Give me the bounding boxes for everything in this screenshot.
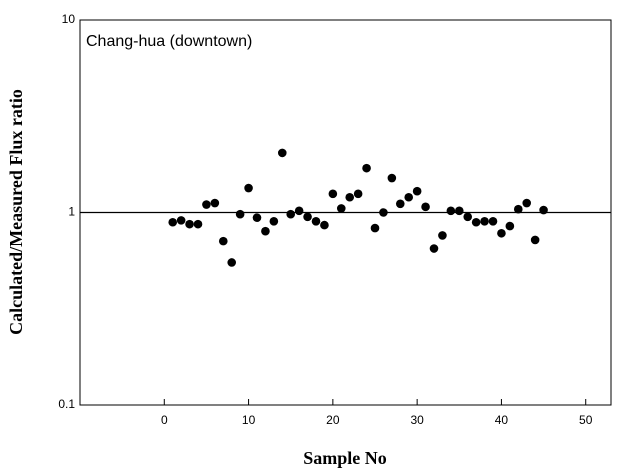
point	[168, 217, 178, 227]
y-tick-label: 10	[62, 12, 76, 26]
x-tick-label: 0	[161, 413, 168, 427]
point	[353, 189, 363, 199]
point	[362, 163, 371, 173]
y-tick-label: 0.1	[58, 397, 75, 411]
point	[185, 219, 194, 229]
point	[303, 212, 312, 222]
point	[379, 208, 388, 217]
point	[244, 183, 253, 193]
point	[269, 217, 279, 226]
point	[311, 217, 321, 226]
point	[513, 204, 523, 214]
point	[294, 206, 304, 216]
point	[471, 217, 481, 227]
point	[252, 213, 262, 222]
point	[395, 199, 405, 209]
point	[446, 206, 456, 216]
x-tick-label: 30	[410, 413, 424, 427]
point	[387, 173, 397, 183]
point	[176, 216, 186, 225]
point	[488, 217, 498, 226]
point	[345, 192, 355, 202]
x-axis-title: Sample No	[303, 448, 387, 468]
point	[210, 198, 220, 208]
y-axis-title: Calculated/Measured Flux ratio	[6, 89, 26, 335]
point	[463, 212, 473, 222]
point	[370, 223, 380, 233]
point	[286, 209, 296, 219]
point	[480, 217, 489, 226]
x-tick-label: 40	[495, 413, 509, 427]
x-tick-label: 10	[242, 413, 256, 427]
point	[202, 200, 211, 209]
point	[522, 198, 532, 208]
point	[530, 235, 540, 245]
point	[320, 220, 329, 230]
point	[497, 228, 506, 238]
point	[235, 209, 245, 219]
point	[404, 192, 414, 202]
point	[429, 244, 439, 253]
point	[193, 219, 203, 229]
point	[328, 189, 338, 199]
annotation: Chang-hua (downtown)	[86, 33, 252, 50]
point	[539, 205, 548, 215]
point	[336, 204, 346, 213]
point	[261, 226, 270, 236]
point	[421, 202, 430, 212]
point	[412, 186, 422, 196]
x-tick-label: 20	[326, 413, 340, 427]
point	[505, 221, 515, 231]
point	[218, 236, 228, 246]
point	[277, 148, 287, 158]
point	[454, 206, 464, 216]
x-tick-label: 50	[579, 413, 593, 427]
y-tick-label: 1	[68, 205, 75, 219]
point	[227, 258, 237, 267]
point	[438, 231, 447, 240]
